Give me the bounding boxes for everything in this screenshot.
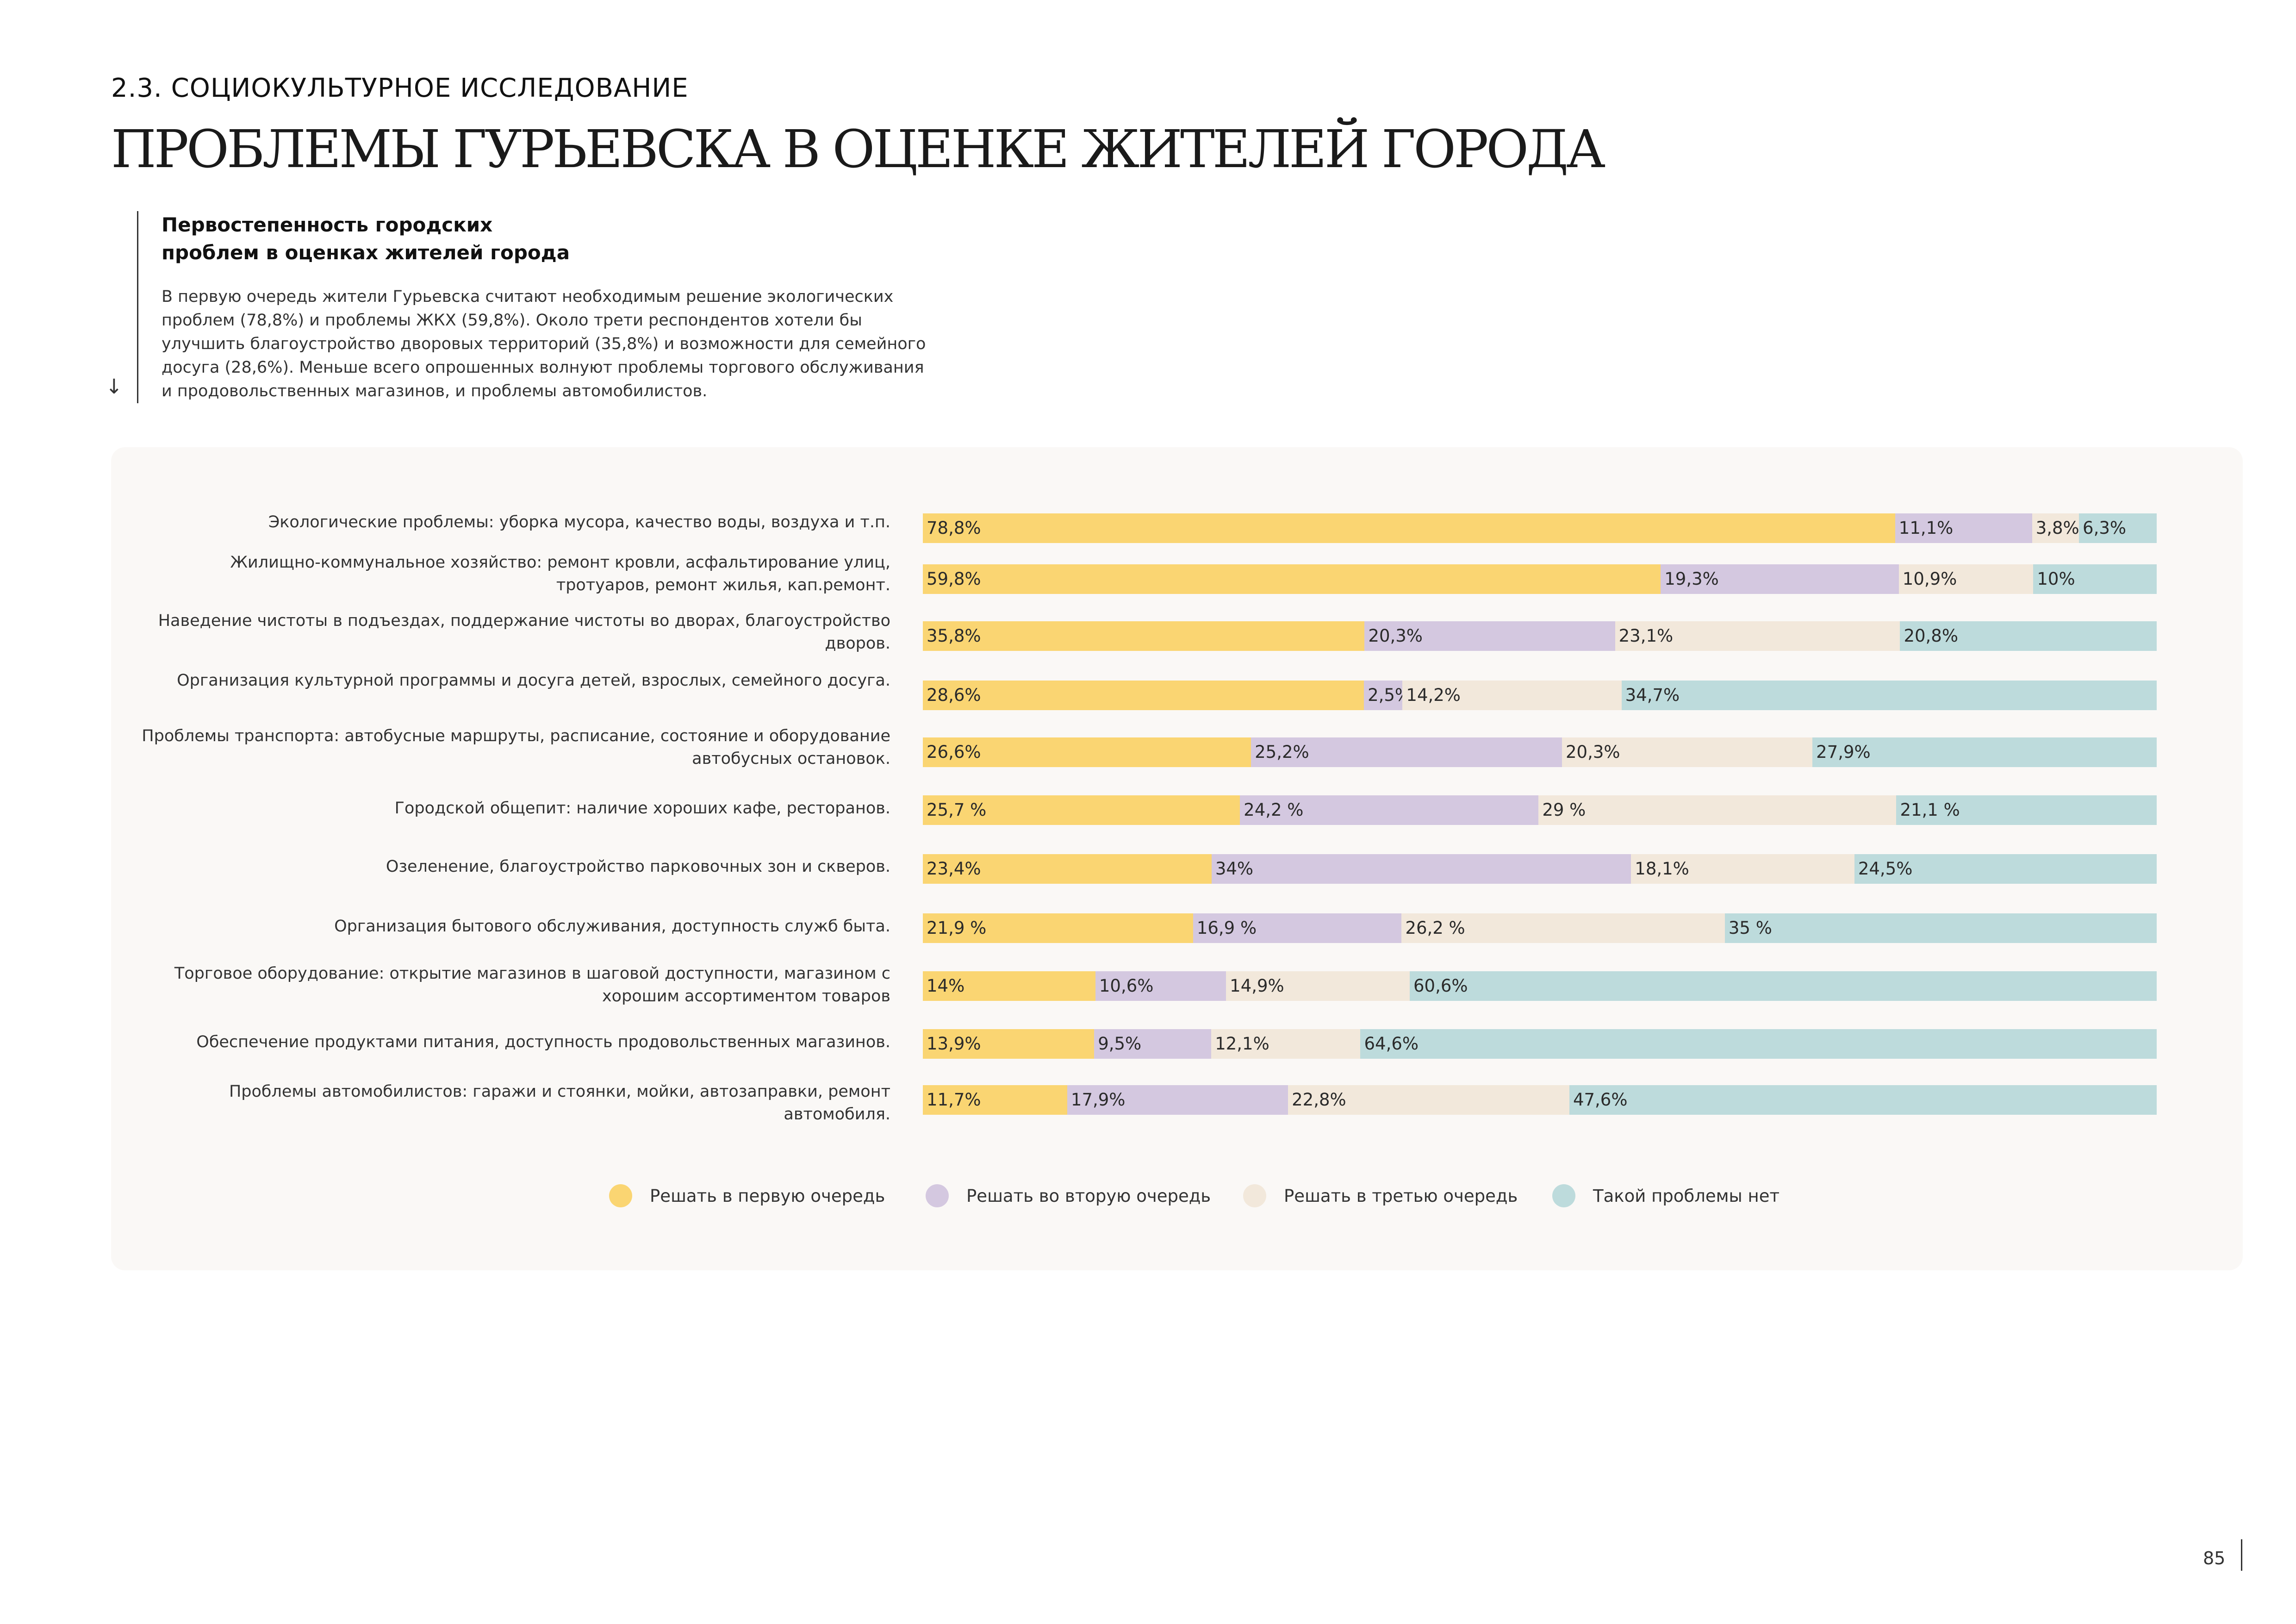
bar-segment: 20,3%: [1364, 621, 1615, 651]
bar-segment: 28,6%: [923, 681, 1364, 710]
section-label: 2.3. СОЦИОКУЛЬТУРНОЕ ИССЛЕДОВАНИЕ: [111, 73, 689, 103]
bar-segment: 14,9%: [1226, 971, 1410, 1001]
bar-segment: 64,6%: [1360, 1029, 2157, 1059]
bar-segment: 14%: [923, 971, 1095, 1001]
page-number: 85: [2203, 1548, 2226, 1568]
bar-segment: 18,1%: [1631, 854, 1854, 884]
bar-row: 11,7% 17,9% 22,8% 47,6%: [923, 1085, 2157, 1115]
row-label: Проблемы транспорта: автобусные маршруты…: [142, 727, 890, 768]
bar-segment: 11,7%: [923, 1085, 1067, 1115]
bar-segment: 25,2%: [1251, 737, 1562, 767]
bar-segment: 16,9 %: [1193, 913, 1402, 943]
page-rule: [2241, 1539, 2242, 1571]
bar-row: 13,9% 9,5% 12,1% 64,6%: [923, 1029, 2157, 1059]
legend-item: Решать в первую очередь: [609, 1184, 885, 1207]
legend-item: Такой проблемы нет: [1552, 1184, 1780, 1207]
bar-segment: 17,9%: [1067, 1085, 1288, 1115]
bar-row: 23,4% 34% 18,1% 24,5%: [923, 854, 2157, 884]
legend-label: Решать в третью очередь: [1284, 1186, 1518, 1206]
row-label: Наведение чистоты в подъездах, поддержан…: [158, 612, 890, 653]
bar-segment: 34,7%: [1621, 681, 2157, 710]
bar-segment: 13,9%: [923, 1029, 1095, 1059]
row-label: Проблемы автомобилистов: гаражи и стоянк…: [229, 1082, 890, 1124]
bar-segment: 24,2 %: [1240, 795, 1539, 825]
bar-segment: 35,8%: [923, 621, 1365, 651]
row-label: Озеленение, благоустройство парковочных …: [386, 857, 890, 876]
bar-segment: 22,8%: [1288, 1085, 1569, 1115]
bar-segment: 9,5%: [1094, 1029, 1212, 1059]
bar-segment: 21,9 %: [923, 913, 1193, 943]
bar-segment: 2,5%: [1364, 681, 1411, 710]
bar-segment: 10%: [2033, 564, 2157, 594]
row-label: Жилищно-коммунальное хозяйство: ремонт к…: [230, 553, 890, 594]
intro-text: В первую очередь жители Гурьевска считаю…: [162, 287, 926, 400]
bar-segment: 6,3%: [2079, 513, 2157, 543]
row-label: Организация бытового обслуживания, досту…: [334, 917, 890, 936]
bar-segment: 24,5%: [1854, 854, 2157, 884]
bar-segment: 26,6%: [923, 737, 1251, 767]
bar-segment: 12,1%: [1211, 1029, 1361, 1059]
bar-segment: 23,1%: [1615, 621, 1900, 651]
bar-segment: 19,3%: [1661, 564, 1899, 594]
legend-swatch: [609, 1184, 632, 1207]
legend-swatch: [926, 1184, 949, 1207]
bar-row: 21,9 % 16,9 % 26,2 % 35 %: [923, 913, 2157, 943]
bar-segment: 29 %: [1538, 795, 1897, 825]
row-label: Экологические проблемы: уборка мусора, к…: [268, 513, 890, 531]
bar-row: 78,8% 11,1% 3,8% 6,3%: [923, 513, 2157, 543]
bar-segment: 10,9%: [1898, 564, 2034, 594]
bar-segment: 10,6%: [1095, 971, 1226, 1001]
legend-label: Такой проблемы нет: [1593, 1186, 1780, 1206]
intro-heading: Первостепенность городских проблем в оце…: [162, 213, 570, 264]
bar-segment: 20,3%: [1562, 737, 1813, 767]
bar-row: 14% 10,6% 14,9% 60,6%: [923, 971, 2157, 1001]
bar-row: 59,8% 19,3% 10,9% 10%: [923, 564, 2157, 594]
row-label: Организация культурной программы и досуг…: [177, 671, 890, 690]
legend-label: Решать в первую очередь: [650, 1186, 885, 1206]
bar-row: 26,6% 25,2% 20,3% 27,9%: [923, 737, 2157, 767]
bar-segment: 20,8%: [1900, 621, 2157, 651]
legend-label: Решать во вторую очередь: [966, 1186, 1211, 1206]
bar-segment: 27,9%: [1812, 737, 2157, 767]
bar-segment: 78,8%: [923, 513, 1895, 543]
bar-segment: 25,7 %: [923, 795, 1240, 825]
bar-segment: 3,8%: [2032, 513, 2079, 543]
intro-block: Первостепенность городских проблем в оце…: [137, 211, 930, 403]
row-label: Обеспечение продуктами питания, доступно…: [196, 1033, 890, 1051]
arrow-down-icon: ↓: [106, 375, 123, 399]
bar-segment: 47,6%: [1569, 1085, 2157, 1115]
row-label: Торговое оборудование: открытие магазино…: [174, 964, 890, 1006]
bar-row: 28,6% 2,5% 14,2% 34,7%: [923, 681, 2157, 710]
legend-item: Решать в третью очередь: [1243, 1184, 1518, 1207]
legend-item: Решать во вторую очередь: [926, 1184, 1211, 1207]
bar-segment: 26,2 %: [1401, 913, 1725, 943]
bar-segment: 34%: [1211, 854, 1631, 884]
bar-row: 25,7 % 24,2 % 29 % 21,1 %: [923, 795, 2157, 825]
bar-segment: 14,2%: [1402, 681, 1622, 710]
page-title: ПРОБЛЕМЫ ГУРЬЕВСКА В ОЦЕНКЕ ЖИТЕЛЕЙ ГОРО…: [111, 119, 1605, 180]
bar-segment: 59,8%: [923, 564, 1661, 594]
bar-segment: 21,1 %: [1896, 795, 2157, 825]
bar-segment: 11,1%: [1895, 513, 2032, 543]
bar-segment: 35 %: [1724, 913, 2157, 943]
bar-segment: 23,4%: [923, 854, 1212, 884]
bar-segment: 60,6%: [1410, 971, 2157, 1001]
legend-swatch: [1243, 1184, 1266, 1207]
legend-swatch: [1552, 1184, 1575, 1207]
bar-row: 35,8% 20,3% 23,1% 20,8%: [923, 621, 2157, 651]
row-label: Городской общепит: наличие хороших кафе,…: [394, 799, 890, 818]
